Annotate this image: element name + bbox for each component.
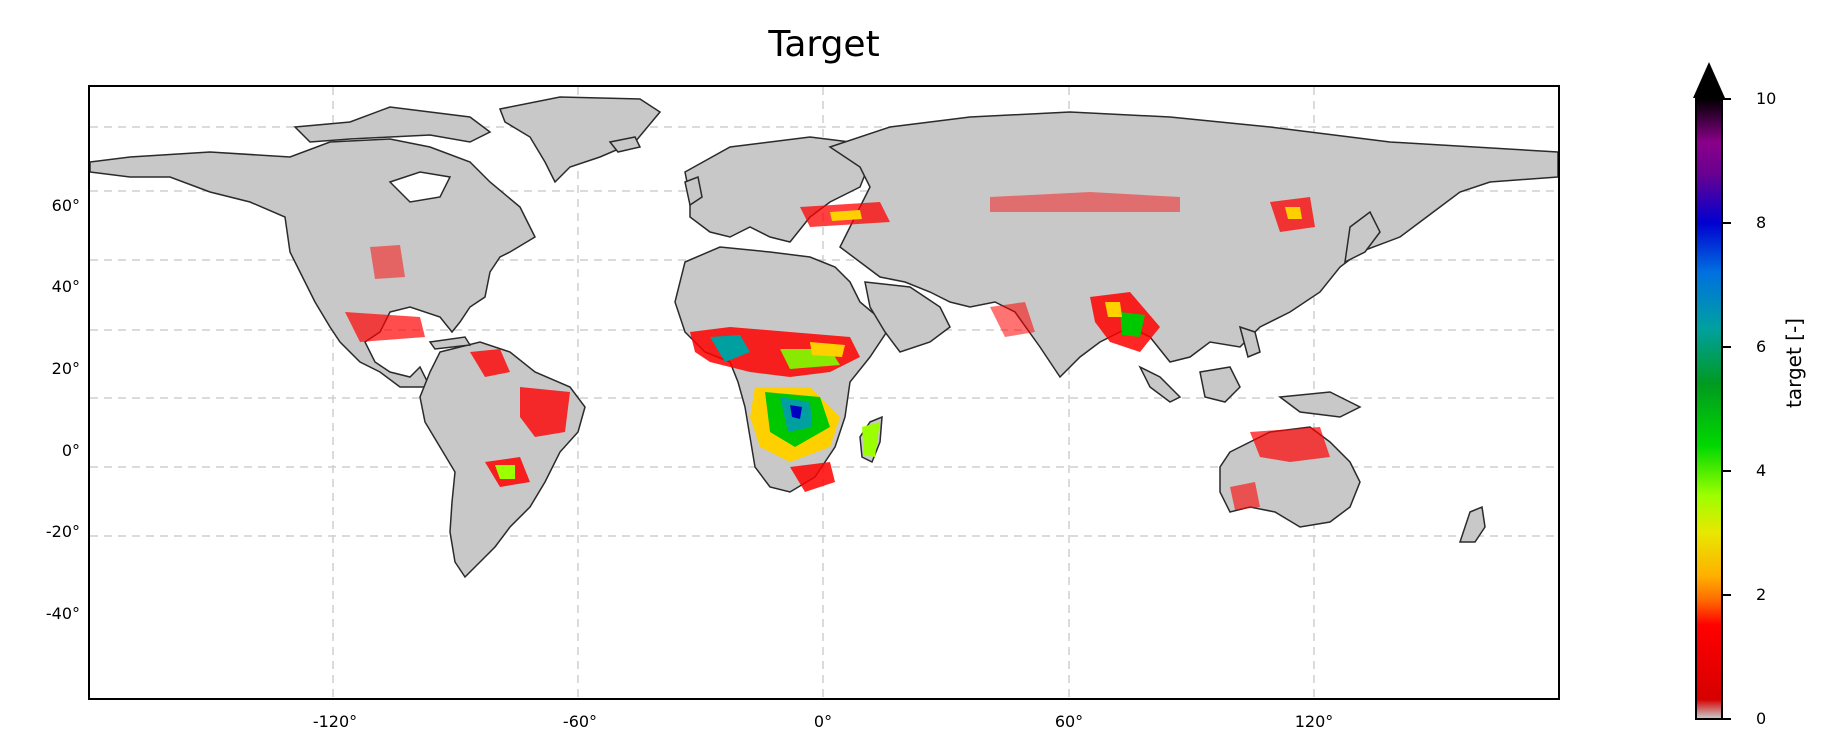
lat-tick: -40° xyxy=(45,604,80,623)
colorbar-label: target [-] xyxy=(1782,318,1806,408)
colorbar xyxy=(1695,97,1723,720)
colorbar-tick-label: 10 xyxy=(1756,89,1777,108)
colorbar-tick-mark xyxy=(1723,594,1731,596)
colorbar-tick-mark xyxy=(1723,470,1731,472)
colorbar-tick-mark xyxy=(1723,222,1731,224)
lon-tick: 120° xyxy=(1294,712,1334,731)
new-zealand xyxy=(1458,505,1486,543)
borneo xyxy=(1199,366,1241,403)
asia xyxy=(828,111,1558,379)
colorbar-tick-mark xyxy=(1723,346,1731,348)
colorbar-tick-label: 8 xyxy=(1756,213,1767,232)
sumatra xyxy=(1138,365,1182,403)
map-title: Target xyxy=(768,24,880,65)
colorbar-tick-label: 4 xyxy=(1756,461,1767,480)
lon-tick: -120° xyxy=(312,712,358,731)
target-data-layer xyxy=(345,192,1330,510)
cuba xyxy=(428,336,472,350)
lat-tick: 20° xyxy=(51,359,80,378)
canadian-arctic xyxy=(293,106,492,143)
philippines xyxy=(1238,325,1261,359)
colorbar-tick-label: 2 xyxy=(1756,585,1767,604)
hudson-bay-region xyxy=(388,171,452,203)
iceland xyxy=(608,136,642,153)
lon-tick: 60° xyxy=(1054,712,1084,731)
map-panel xyxy=(88,85,1560,700)
colorbar-tick-label: 0 xyxy=(1756,709,1767,728)
lat-tick: -20° xyxy=(45,522,80,541)
colorbar-tick-mark xyxy=(1723,98,1731,100)
colorbar-extend-triangle xyxy=(1693,62,1725,98)
arabia xyxy=(864,281,951,353)
world-map xyxy=(90,87,1558,698)
lat-tick: 60° xyxy=(51,196,80,215)
lat-tick: 40° xyxy=(51,277,80,296)
new-guinea xyxy=(1278,391,1362,418)
land xyxy=(90,96,1558,579)
colorbar-tick-label: 6 xyxy=(1756,337,1767,356)
lon-tick: -60° xyxy=(562,712,598,731)
lat-tick: 0° xyxy=(61,441,80,460)
uk xyxy=(684,175,703,207)
lon-tick: 0° xyxy=(813,712,833,731)
greenland xyxy=(498,96,662,184)
colorbar-tick-mark xyxy=(1723,718,1731,720)
japan xyxy=(1344,210,1381,264)
